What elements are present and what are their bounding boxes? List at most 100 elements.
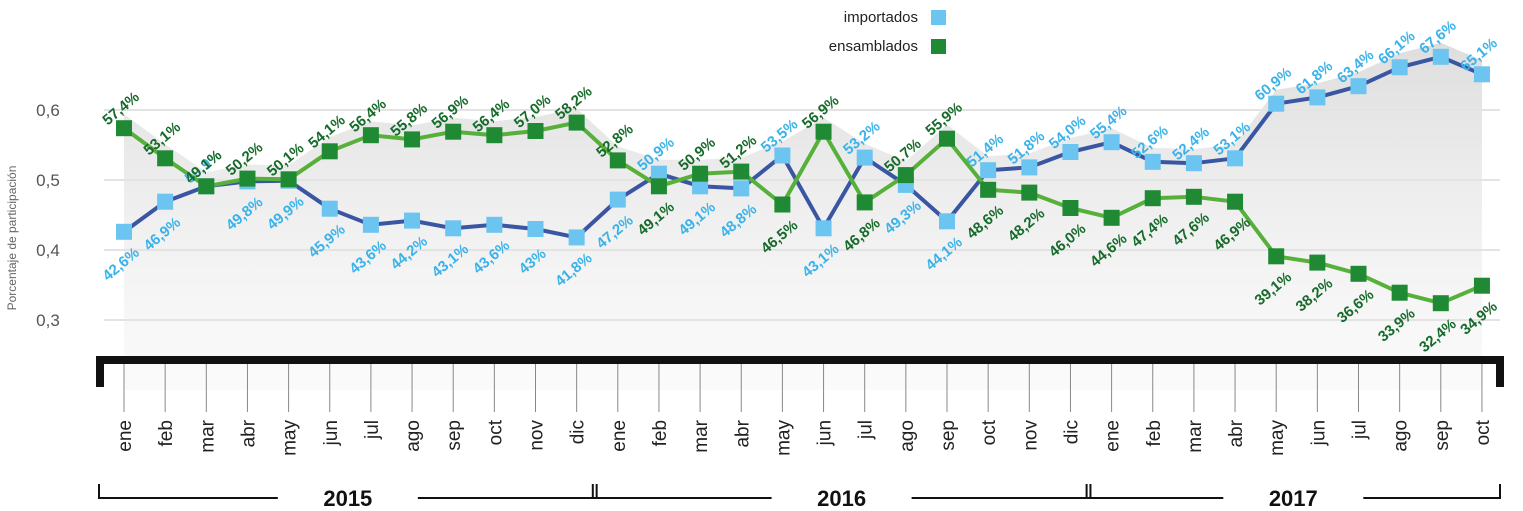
year-bracket-right <box>417 484 598 499</box>
y-axis-label: Porcentaje de participación <box>5 166 19 311</box>
data-point-ensamblados <box>733 163 750 180</box>
data-point-ensamblados <box>774 196 791 213</box>
data-point-importados <box>609 191 626 208</box>
x-tick-label: may <box>773 420 794 456</box>
grid-lines <box>104 109 1500 321</box>
data-point-ensamblados <box>239 170 256 187</box>
legend: importados ensamblados <box>829 9 946 55</box>
x-tick-label: may <box>1267 420 1288 456</box>
data-point-importados <box>1473 66 1490 83</box>
data-point-ensamblados <box>856 194 873 211</box>
x-tick-label: ene <box>609 420 630 452</box>
x-tick-label: abr <box>238 419 259 447</box>
data-point-ensamblados <box>897 167 914 184</box>
x-tick-label: oct <box>485 419 506 445</box>
series-line-ensamblados <box>122 120 1483 306</box>
data-point-ensamblados <box>198 178 215 195</box>
x-tick-label: sep <box>1432 420 1453 451</box>
data-point-ensamblados <box>1021 184 1038 201</box>
x-tick-label: jun <box>1308 420 1329 446</box>
data-point-importados <box>650 165 667 182</box>
x-tick-label: ago <box>1391 420 1412 452</box>
x-axis-bracket <box>96 356 1504 387</box>
x-tick-label: mar <box>197 419 218 452</box>
y-tick-label: 0,6 <box>36 101 60 120</box>
x-tick-label: jul <box>1350 420 1371 440</box>
year-bracket-left <box>98 484 278 499</box>
data-point-importados <box>980 162 997 179</box>
data-point-importados <box>116 223 132 240</box>
data-point-ensamblados <box>650 178 667 195</box>
x-tick-label: ene <box>115 420 136 452</box>
data-point-ensamblados <box>404 131 421 148</box>
x-tick-label: mar <box>691 419 712 452</box>
x-tick-label: mar <box>1185 419 1206 452</box>
data-point-ensamblados <box>609 152 626 169</box>
data-point-ensamblados <box>1062 200 1079 216</box>
data-point-ensamblados <box>486 127 503 144</box>
data-point-importados <box>774 147 791 164</box>
x-tick-label: jul <box>362 420 383 440</box>
year-brackets: 2015 2016 2017 <box>98 484 1501 511</box>
data-point-importados <box>321 200 338 217</box>
year-label: 2015 <box>323 486 372 511</box>
y-tick-label: 0,5 <box>36 171 60 190</box>
data-point-ensamblados <box>157 150 174 167</box>
data-point-importados <box>856 149 873 166</box>
data-point-ensamblados <box>1103 209 1120 226</box>
data-point-ensamblados <box>939 130 955 147</box>
data-point-importados <box>1268 95 1285 112</box>
year-bracket-right <box>1363 484 1501 499</box>
year-label: 2016 <box>817 486 866 511</box>
data-point-ensamblados <box>1391 284 1408 301</box>
x-tick-label: oct <box>979 419 1000 445</box>
data-point-ensamblados <box>815 123 832 140</box>
data-point-importados <box>1432 48 1449 65</box>
x-tick-label: abr <box>732 419 753 447</box>
x-tick-label: jul <box>856 420 877 440</box>
data-point-ensamblados <box>280 171 297 188</box>
data-point-importados <box>362 216 379 233</box>
x-tick-label: dic <box>1061 420 1082 444</box>
x-tick-label: feb <box>1144 420 1165 446</box>
data-point-importados <box>733 180 750 197</box>
x-tick-label: jun <box>321 420 342 446</box>
data-point-ensamblados <box>527 123 544 139</box>
data-point-importados <box>1144 153 1161 170</box>
data-point-ensamblados <box>321 143 338 160</box>
legend-label-ensamblados: ensamblados <box>829 38 918 55</box>
background-area-shape <box>124 42 1482 391</box>
legend-label-importados: importados <box>844 9 918 26</box>
data-point-ensamblados <box>116 120 132 137</box>
data-point-importados <box>404 212 421 229</box>
x-tick-label: feb <box>156 420 177 446</box>
y-tick-label: 0,3 <box>36 311 60 330</box>
data-point-ensamblados <box>692 165 709 182</box>
data-point-ensamblados <box>362 127 379 144</box>
data-point-importados <box>1309 89 1326 106</box>
x-tick-label: abr <box>1226 419 1247 447</box>
data-point-ensamblados <box>1350 265 1367 282</box>
data-point-importados <box>568 229 585 246</box>
data-point-importados <box>939 213 955 230</box>
year-bracket-left <box>1085 484 1224 499</box>
data-point-importados <box>527 221 544 237</box>
x-tick-label: nov <box>1020 420 1041 451</box>
year-bracket-left <box>591 484 772 499</box>
data-point-ensamblados <box>1268 248 1285 265</box>
data-point-importados <box>1185 155 1202 172</box>
data-point-importados <box>157 193 174 210</box>
year-label: 2017 <box>1269 486 1318 511</box>
x-tick-label: dic <box>568 420 589 444</box>
data-point-importados <box>486 216 503 233</box>
data-point-importados <box>1021 159 1038 176</box>
data-point-ensamblados <box>1309 254 1326 271</box>
x-tick-label: may <box>280 420 301 456</box>
y-axis: Porcentaje de participación 0,3 0,4 0,5 0,6 <box>5 101 60 330</box>
data-point-ensamblados <box>1227 193 1244 210</box>
x-tick-label: nov <box>527 420 548 451</box>
data-point-importados <box>1350 78 1367 95</box>
data-point-importados <box>445 220 462 237</box>
data-point-ensamblados <box>568 114 585 131</box>
x-tick-label: sep <box>444 420 465 451</box>
